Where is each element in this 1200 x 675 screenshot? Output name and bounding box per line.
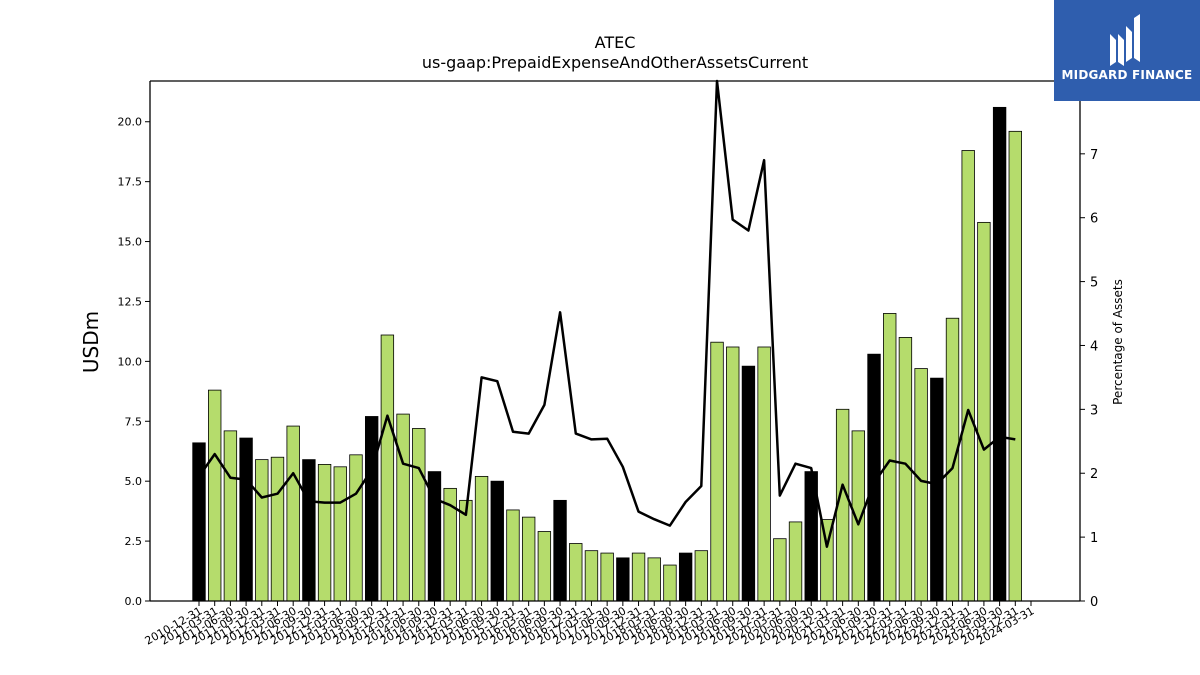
bar-2016-06-30	[537, 531, 552, 602]
bar-2017-06-30	[600, 552, 614, 602]
bar-2011-09-30	[239, 437, 253, 602]
bar-2016-12-31	[569, 543, 583, 602]
y-tick-label: 0.0	[125, 595, 143, 608]
bar-2013-03-31	[333, 466, 347, 602]
bar-2014-03-31	[396, 413, 410, 602]
y2-tick-label: 5	[1090, 276, 1098, 291]
bar-2016-09-30	[553, 499, 567, 602]
bar-2019-03-31	[710, 341, 724, 602]
bar-2018-12-31	[694, 550, 709, 602]
bar-2019-06-30	[726, 346, 740, 602]
chart-title: ATEC	[595, 33, 636, 52]
y2-tick-label: 7	[1090, 148, 1098, 163]
bar-2017-09-30	[616, 557, 630, 602]
bar-2012-03-31	[270, 456, 285, 602]
bar-2022-09-30	[930, 377, 944, 602]
bar-2019-09-30	[741, 365, 756, 602]
bar-2013-12-31	[380, 334, 395, 602]
y2-tick-label: 2	[1090, 467, 1098, 482]
y2-axis-label: Percentage of Assets	[1111, 279, 1125, 405]
y-tick-label: 7.5	[125, 415, 143, 428]
y2-tick-label: 0	[1090, 595, 1098, 610]
bar-2015-06-30	[474, 475, 489, 602]
midgard-logo-icon	[1110, 14, 1140, 66]
midgard-finance-logo: MIDGARD FINANCE	[1054, 0, 1200, 101]
y2-tick-label: 6	[1090, 212, 1098, 227]
y2-tick-label: 3	[1090, 403, 1098, 418]
bar-2011-03-31	[208, 389, 222, 602]
bar-2015-12-31	[506, 509, 520, 602]
y-tick-label: 15.0	[118, 236, 143, 249]
bar-2012-12-31	[317, 464, 332, 602]
y2-tick-label: 1	[1090, 531, 1098, 546]
bar-2014-06-30	[412, 428, 426, 602]
bar-2023-09-30	[992, 106, 1007, 602]
y-tick-label: 5.0	[125, 475, 143, 488]
bar-2023-12-31	[1008, 130, 1022, 602]
y-tick-label: 10.0	[118, 355, 143, 368]
y-tick-label: 20.0	[118, 116, 143, 129]
bar-2023-06-30	[977, 221, 991, 602]
series-line-percentage-of-assets	[197, 79, 1016, 548]
bar-2012-06-30	[286, 425, 300, 602]
bar-2015-09-30	[490, 480, 504, 602]
bar-2018-09-30	[678, 552, 693, 602]
y-tick-label: 2.5	[125, 535, 143, 548]
bar-2010-12-31	[192, 442, 206, 602]
line-group	[197, 79, 1016, 548]
bar-2013-06-30	[349, 454, 363, 602]
y-tick-label: 12.5	[118, 295, 143, 308]
bar-2011-12-31	[255, 459, 269, 602]
bar-2018-03-31	[647, 557, 661, 602]
bars-group	[192, 106, 1022, 602]
bar-2017-12-31	[631, 552, 646, 602]
bar-2023-03-31	[961, 150, 975, 602]
chart-subtitle: us-gaap:PrepaidExpenseAndOtherAssetsCurr…	[422, 53, 808, 72]
bar-2021-12-31	[883, 313, 897, 602]
bar-2020-06-30	[788, 521, 803, 602]
y-tick-label: 17.5	[118, 176, 143, 189]
bar-2022-12-31	[945, 317, 960, 602]
bar-2011-06-30	[223, 430, 238, 602]
bar-2016-03-31	[521, 516, 536, 602]
bar-2017-03-31	[584, 550, 599, 602]
bar-2019-12-31	[757, 346, 771, 602]
y-axis-label: USDm	[79, 311, 103, 373]
bar-2013-09-30	[364, 416, 379, 602]
bar-2018-06-30	[663, 564, 677, 602]
bar-2020-03-31	[773, 538, 787, 602]
axes-group: 0.0 2.5 5.0 7.5 10.0 12.5 15.0 17.5 20.0 0 1 2 3 4 5 6 7…	[118, 80, 1098, 648]
bar-2012-09-30	[302, 459, 316, 602]
logo-text: MIDGARD FINANCE	[1061, 68, 1193, 82]
bar-2022-06-30	[914, 368, 928, 602]
y2-tick-label: 4	[1090, 339, 1098, 354]
